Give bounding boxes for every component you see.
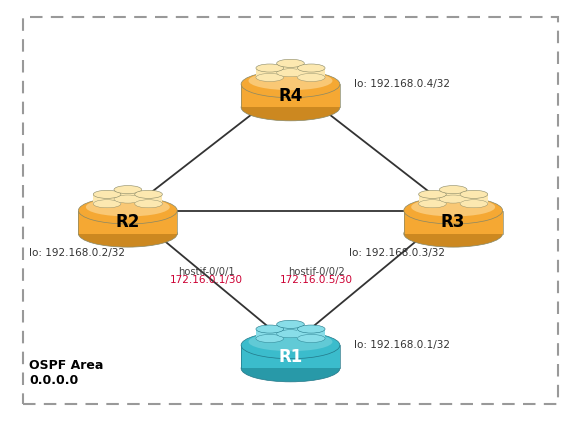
Polygon shape bbox=[256, 329, 284, 338]
Ellipse shape bbox=[256, 334, 284, 343]
Polygon shape bbox=[241, 345, 340, 368]
Ellipse shape bbox=[439, 195, 467, 203]
Ellipse shape bbox=[460, 200, 488, 208]
Text: hostif-0/0/2: hostif-0/0/2 bbox=[288, 266, 345, 277]
Ellipse shape bbox=[241, 355, 340, 382]
Ellipse shape bbox=[277, 59, 304, 67]
Ellipse shape bbox=[78, 197, 177, 224]
Text: R2: R2 bbox=[116, 213, 140, 231]
Polygon shape bbox=[241, 84, 340, 107]
Ellipse shape bbox=[241, 332, 340, 359]
Ellipse shape bbox=[277, 330, 304, 338]
Ellipse shape bbox=[460, 190, 488, 198]
Ellipse shape bbox=[135, 200, 163, 208]
Polygon shape bbox=[93, 195, 121, 204]
Ellipse shape bbox=[418, 190, 446, 198]
Polygon shape bbox=[404, 210, 503, 234]
Polygon shape bbox=[439, 189, 467, 199]
Ellipse shape bbox=[404, 197, 503, 224]
Ellipse shape bbox=[114, 195, 142, 203]
Ellipse shape bbox=[256, 64, 284, 72]
Text: hostif-0/0/1: hostif-0/0/1 bbox=[178, 266, 235, 277]
Ellipse shape bbox=[249, 71, 332, 90]
Ellipse shape bbox=[439, 186, 467, 194]
Ellipse shape bbox=[277, 320, 304, 328]
Ellipse shape bbox=[256, 73, 284, 82]
Ellipse shape bbox=[297, 334, 325, 343]
Text: R1: R1 bbox=[278, 348, 303, 366]
Ellipse shape bbox=[404, 220, 503, 247]
Ellipse shape bbox=[93, 200, 121, 208]
Text: lo: 192.168.0.2/32: lo: 192.168.0.2/32 bbox=[29, 248, 125, 258]
Text: lo: 192.168.0.1/32: lo: 192.168.0.1/32 bbox=[354, 340, 450, 350]
Ellipse shape bbox=[418, 200, 446, 208]
Ellipse shape bbox=[249, 332, 332, 351]
Ellipse shape bbox=[277, 69, 304, 77]
Ellipse shape bbox=[114, 186, 142, 194]
Polygon shape bbox=[256, 68, 284, 77]
Polygon shape bbox=[277, 63, 304, 73]
Ellipse shape bbox=[256, 325, 284, 333]
Ellipse shape bbox=[241, 71, 340, 98]
Text: lo: 192.168.0.4/32: lo: 192.168.0.4/32 bbox=[354, 79, 450, 89]
Ellipse shape bbox=[78, 220, 177, 247]
Polygon shape bbox=[135, 195, 162, 204]
Polygon shape bbox=[418, 195, 446, 204]
Ellipse shape bbox=[86, 197, 170, 216]
Text: R3: R3 bbox=[441, 213, 465, 231]
Ellipse shape bbox=[297, 73, 325, 82]
Polygon shape bbox=[297, 329, 325, 338]
Polygon shape bbox=[78, 210, 177, 234]
Text: 172.16.0.5/30: 172.16.0.5/30 bbox=[280, 275, 353, 285]
Ellipse shape bbox=[93, 190, 121, 198]
Polygon shape bbox=[460, 195, 488, 204]
Polygon shape bbox=[297, 68, 325, 77]
Polygon shape bbox=[277, 324, 304, 334]
Text: R4: R4 bbox=[278, 87, 303, 105]
Text: OSPF Area
0.0.0.0: OSPF Area 0.0.0.0 bbox=[29, 359, 103, 387]
Text: 172.16.0.1/30: 172.16.0.1/30 bbox=[170, 275, 243, 285]
Ellipse shape bbox=[297, 325, 325, 333]
Ellipse shape bbox=[241, 94, 340, 121]
Text: lo: 192.168.0.3/32: lo: 192.168.0.3/32 bbox=[349, 248, 444, 258]
Ellipse shape bbox=[297, 64, 325, 72]
Polygon shape bbox=[114, 189, 142, 199]
Ellipse shape bbox=[411, 197, 495, 216]
Ellipse shape bbox=[135, 190, 163, 198]
